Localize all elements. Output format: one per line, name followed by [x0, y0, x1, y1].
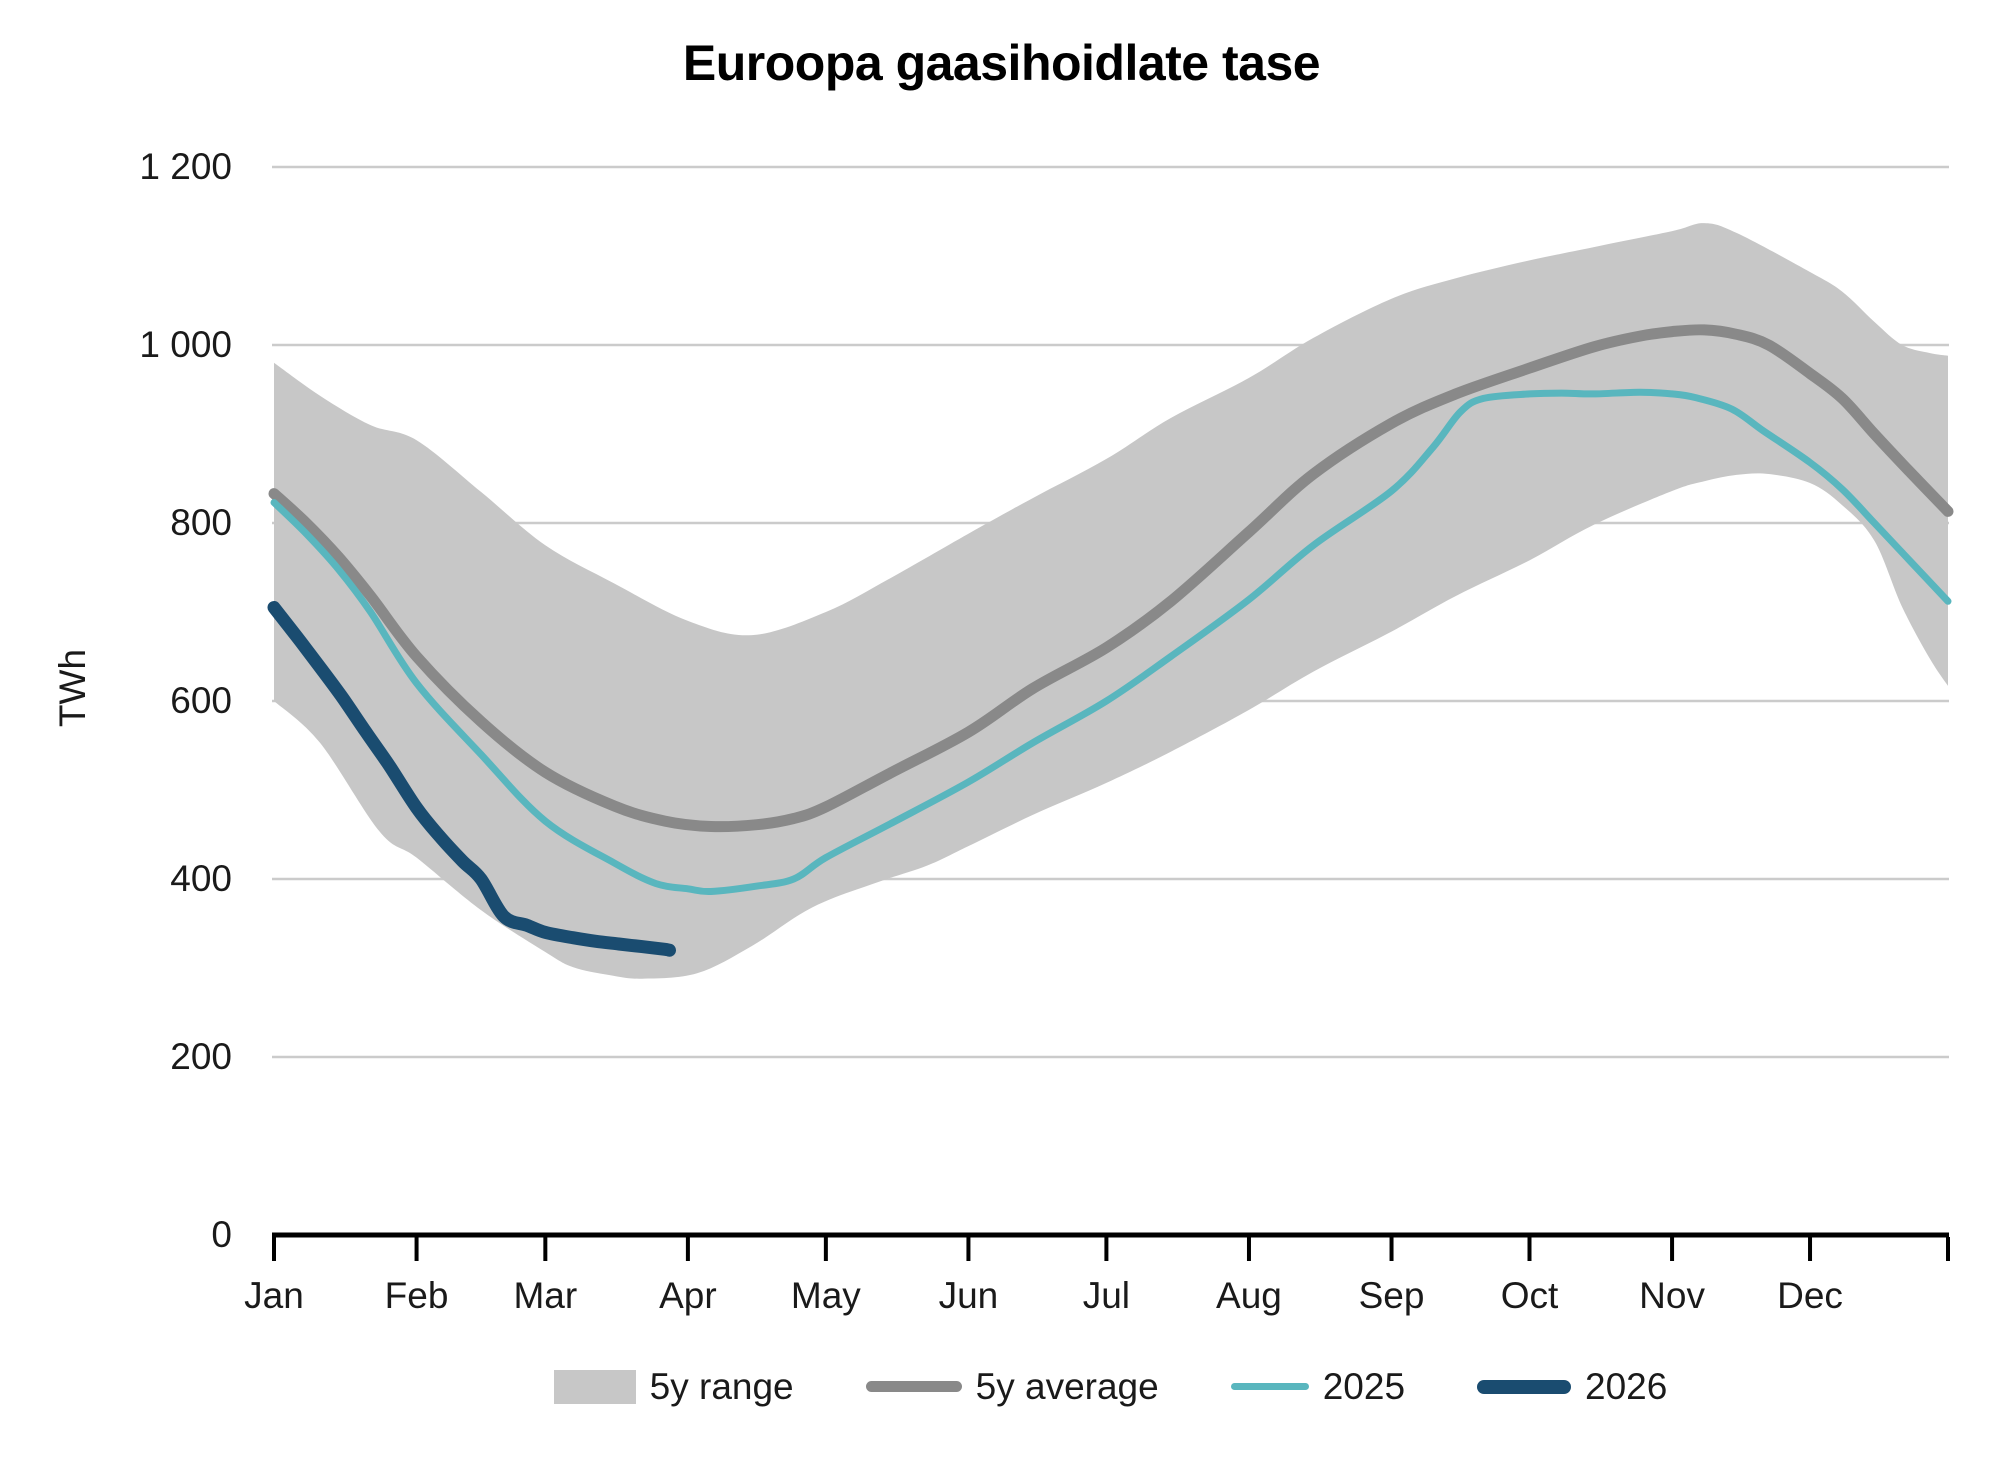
x-tick-label-Aug: Aug: [1216, 1275, 1282, 1316]
x-tick-label-Nov: Nov: [1639, 1275, 1705, 1316]
x-tick-label-Mar: Mar: [513, 1275, 577, 1316]
x-tick-label-Feb: Feb: [385, 1275, 449, 1316]
legend-item-5y-range: 5y range: [553, 1366, 794, 1407]
legend-label: 2026: [1585, 1366, 1668, 1407]
legend-item-5y-average: 5y average: [865, 1366, 1159, 1407]
legend-label: 5y average: [975, 1366, 1159, 1407]
x-tick-label-May: May: [791, 1275, 861, 1316]
x-tick-label-Jun: Jun: [939, 1275, 999, 1316]
line-2026-swatch-icon: [1477, 1379, 1572, 1394]
x-tick-label-Jan: Jan: [244, 1275, 304, 1316]
line-2025: [270, 388, 1952, 896]
chart-title: Euroopa gaasihoidlate tase: [682, 35, 1321, 91]
x-tick-label-Jul: Jul: [1083, 1275, 1130, 1316]
legend-label: 2025: [1322, 1366, 1406, 1407]
line-2025-swatch-icon: [1230, 1383, 1309, 1390]
y-tick-label-400: 400: [170, 858, 232, 899]
chart-legend: 5y range 5y average 2025 2026: [273, 1368, 1948, 1405]
legend-label: 5y range: [649, 1366, 794, 1407]
y-tick-label-0: 0: [211, 1214, 232, 1255]
x-tick-label-Dec: Dec: [1777, 1275, 1843, 1316]
y-tick-label-200: 200: [170, 1036, 232, 1077]
y-tick-label-800: 800: [170, 502, 232, 543]
band-5y-range: [274, 223, 1948, 979]
legend-item-2025: 2025: [1230, 1366, 1406, 1407]
y-tick-label-1200: 1 200: [139, 146, 232, 187]
line-2026: [267, 601, 676, 957]
average-line-swatch-icon: [865, 1381, 962, 1392]
x-tick-label-Apr: Apr: [659, 1275, 717, 1316]
y-tick-label-600: 600: [170, 680, 232, 721]
y-tick-label-1000: 1 000: [139, 324, 232, 365]
range-band-swatch-icon: [553, 1369, 636, 1404]
y-axis-title: TWh: [52, 649, 93, 727]
legend-item-2026: 2026: [1477, 1368, 1667, 1405]
line-5y-average: [268, 324, 1954, 833]
x-tick-label-Oct: Oct: [1501, 1275, 1559, 1316]
x-tick-label-Sep: Sep: [1359, 1275, 1425, 1316]
